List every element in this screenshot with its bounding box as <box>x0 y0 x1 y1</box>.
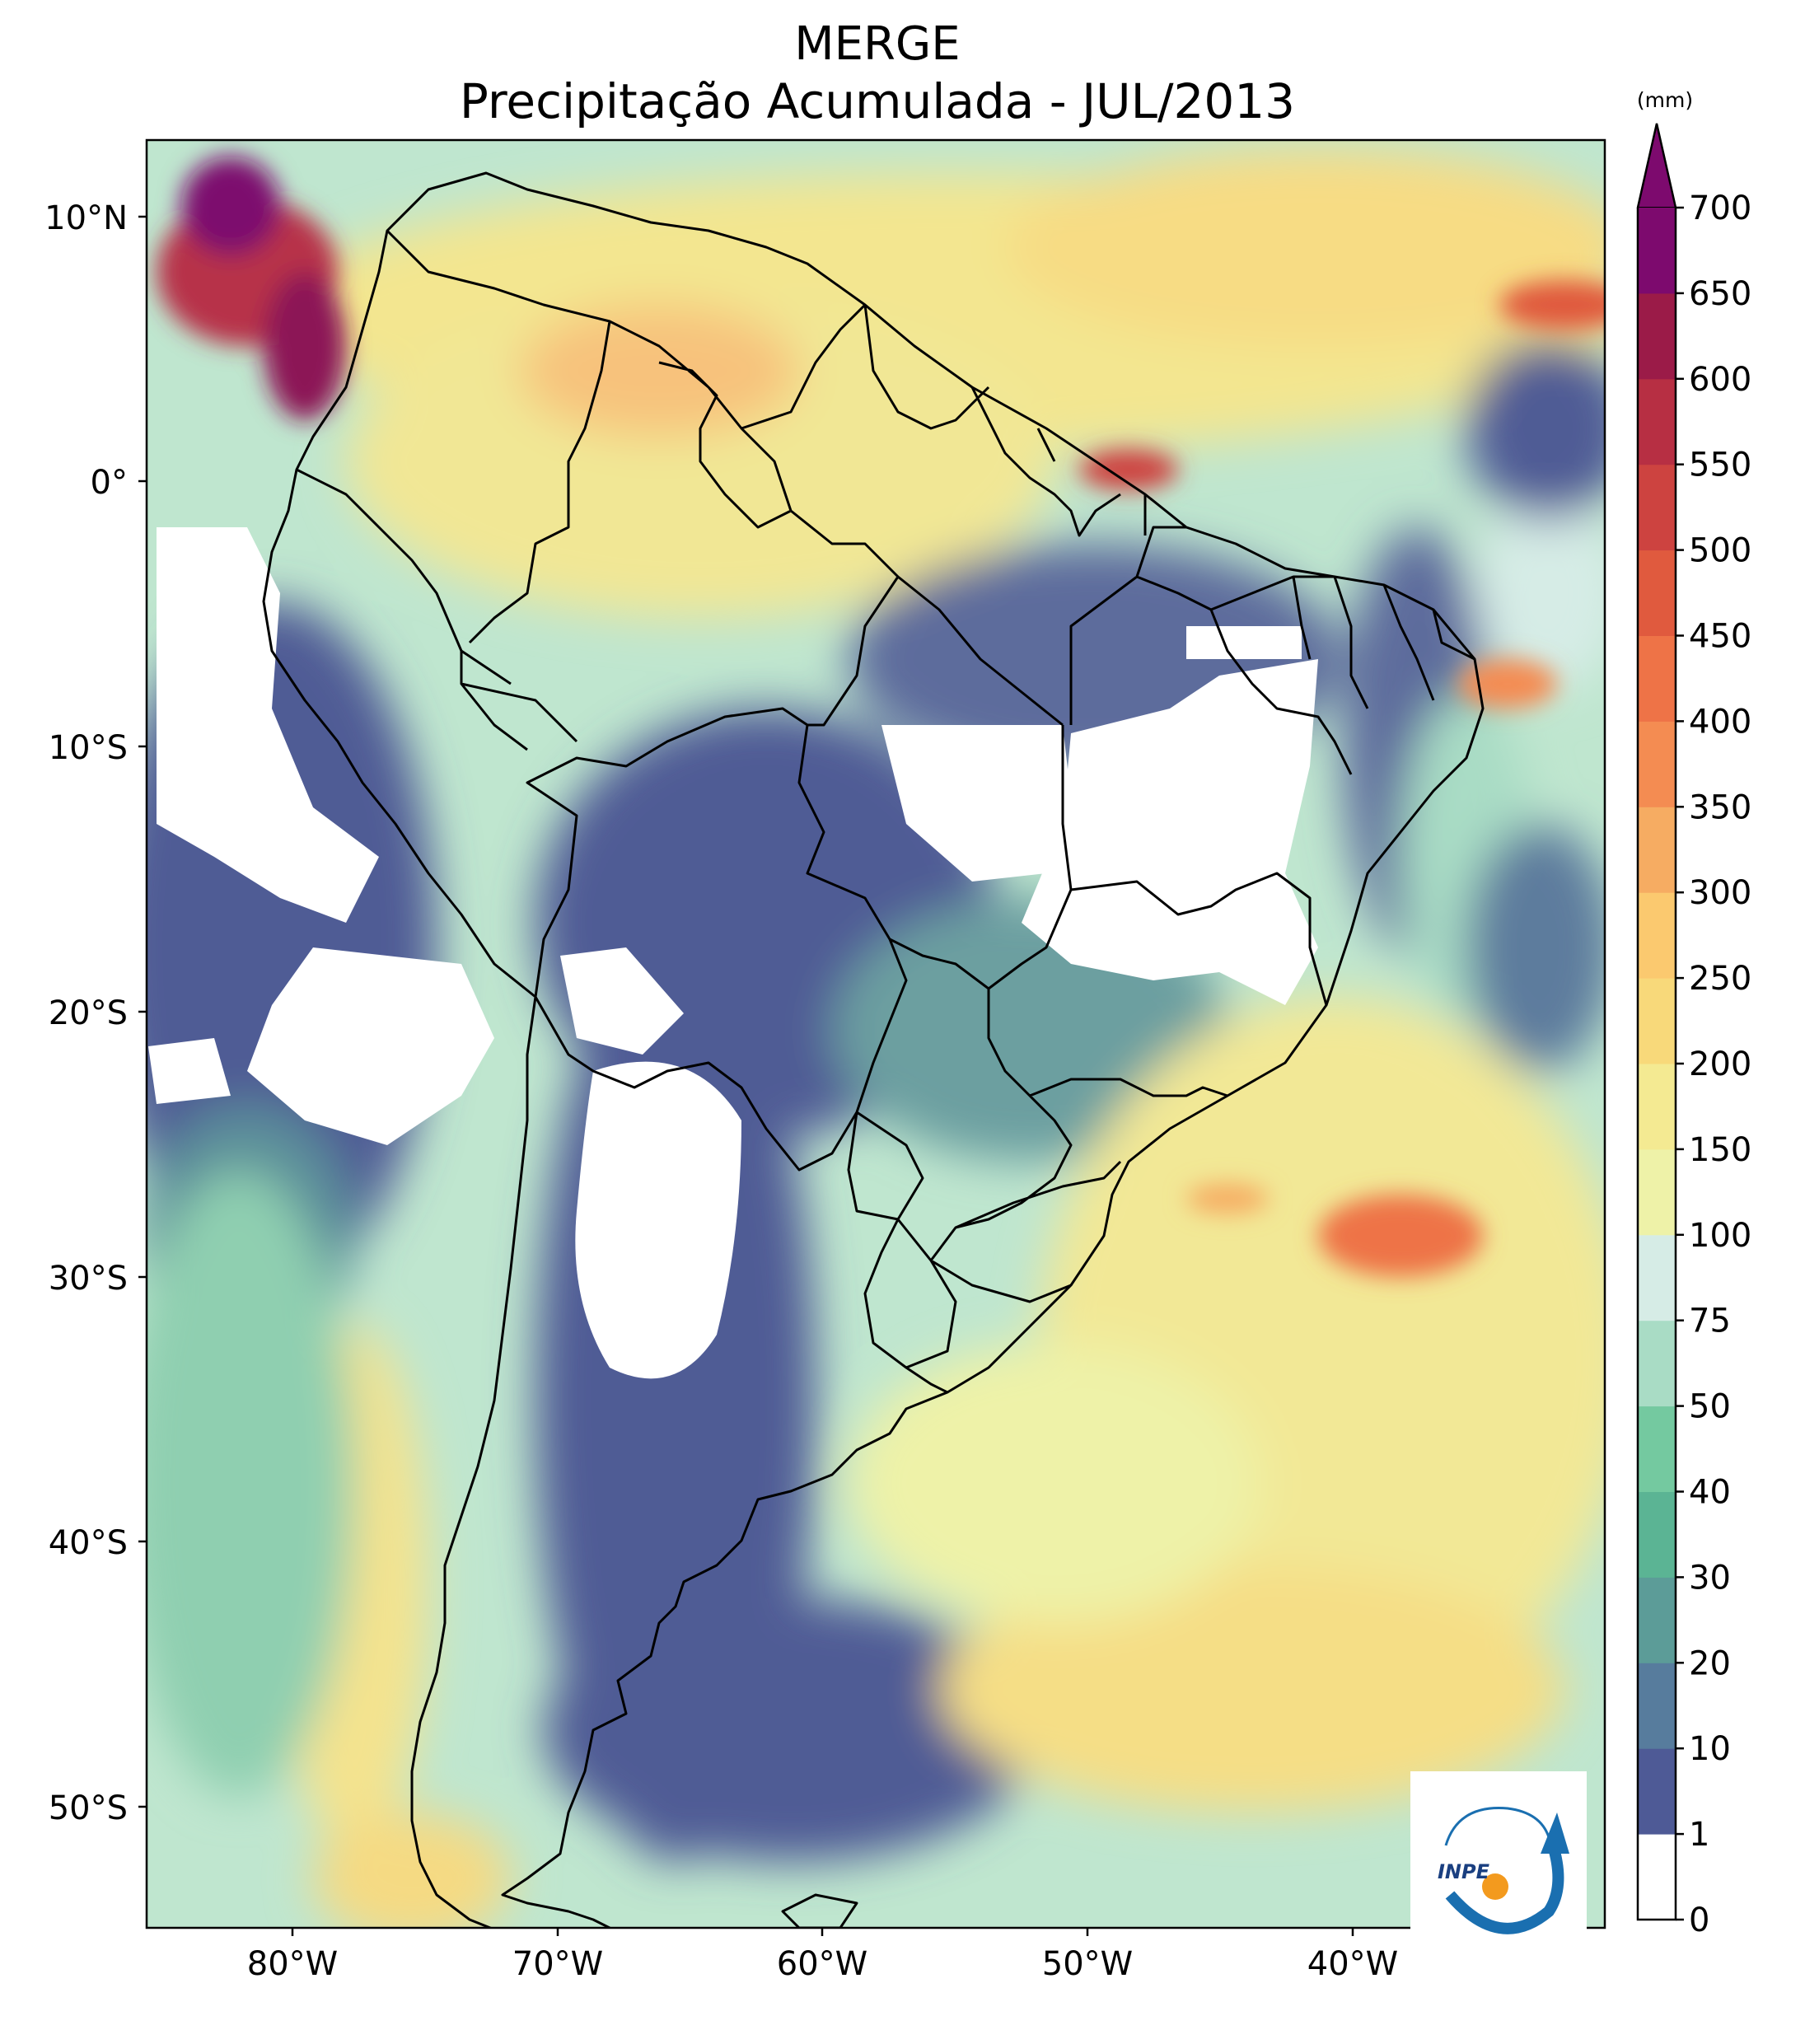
colorbar-tick-label: 40 <box>1689 1474 1731 1512</box>
inpe-logo: INPE <box>1410 1771 1587 1944</box>
colorbar-swatch <box>1638 1234 1676 1321</box>
inpe-logo-text: INPE <box>1438 1860 1490 1883</box>
colorbar-tick-label: 350 <box>1689 788 1751 826</box>
colorbar-unit: (mm) <box>1637 88 1693 112</box>
colorbar-tick-label: 250 <box>1689 960 1751 998</box>
precipitation-field <box>147 140 1605 1928</box>
colorbar-swatch <box>1638 208 1676 294</box>
colorbar-tick-label: 50 <box>1689 1388 1731 1426</box>
colorbar-tick-label: 700 <box>1689 189 1751 227</box>
lon-label-80W: 80°W <box>247 1945 338 1983</box>
map-title: MERGE <box>794 17 961 71</box>
colorbar-swatch <box>1638 550 1676 636</box>
colorbar-swatch <box>1638 378 1676 465</box>
colorbar-tick-label: 450 <box>1689 618 1751 656</box>
colorbar-frame <box>1636 123 1677 1921</box>
colorbar-tick-label: 550 <box>1689 447 1751 484</box>
colorbar-tick-label: 10 <box>1689 1730 1731 1768</box>
colorbar-swatch <box>1638 1748 1676 1835</box>
colorbar-tick-label: 650 <box>1689 275 1751 313</box>
colorbar-tick-label: 30 <box>1689 1559 1731 1597</box>
lon-label-50W: 50°W <box>1042 1945 1133 1983</box>
colorbar-swatch <box>1638 635 1676 722</box>
colorbar-swatch <box>1638 1320 1676 1407</box>
colorbar-swatch <box>1638 721 1676 807</box>
lon-ticks <box>291 1928 1354 1936</box>
colorbar-swatch <box>1638 978 1676 1064</box>
lat-label-20S: 20°S <box>49 994 128 1032</box>
island-falklands <box>781 1893 858 1928</box>
colorbar-tick-label: 20 <box>1689 1644 1731 1682</box>
lon-label-70W: 70°W <box>512 1945 603 1983</box>
colorbar: 0 1 10 20 30 40 50 75 100 150 200 250 300 350 400 450 50… <box>1636 123 1751 1939</box>
colorbar-tick-label: 0 <box>1689 1901 1709 1939</box>
colorbar-swatch <box>1638 892 1676 979</box>
colorbar-extend-arrow <box>1636 123 1677 208</box>
lat-label-10S: 10°S <box>49 729 128 767</box>
colorbar-tick-label: 150 <box>1689 1131 1751 1169</box>
colorbar-swatch <box>1638 1834 1676 1920</box>
lon-label-60W: 60°W <box>777 1945 867 1983</box>
lat-label-0: 0° <box>91 464 128 502</box>
colorbar-tick-label: 100 <box>1689 1217 1751 1255</box>
lon-tick-labels: 80°W 70°W 60°W 50°W 40°W <box>247 1945 1398 1983</box>
lat-label-10N: 10°N <box>44 199 128 237</box>
colorbar-swatch <box>1638 1406 1676 1492</box>
borders <box>262 171 1485 1928</box>
country-borders <box>296 229 1475 1394</box>
colorbar-tick-label: 1 <box>1689 1816 1709 1854</box>
colorbar-swatch <box>1638 1491 1676 1578</box>
colorbar-swatch <box>1638 807 1676 893</box>
map-subtitle: Precipitação Acumulada - JUL/2013 <box>459 73 1296 129</box>
lat-ticks <box>138 215 147 1808</box>
colorbar-swatch <box>1638 1148 1676 1236</box>
plot-frame <box>145 138 1606 1929</box>
dry-areas <box>148 527 1318 1379</box>
colorbar-tick-label: 400 <box>1689 703 1751 741</box>
colorbar-swatch <box>1638 1663 1676 1749</box>
colorbar-swatch <box>1638 1064 1676 1150</box>
lon-label-40W: 40°W <box>1307 1945 1398 1983</box>
lat-tick-labels: 10°N 0° 10°S 20°S 30°S 40°S 50°S <box>44 199 128 1827</box>
colorbar-swatch <box>1638 292 1676 380</box>
colorbar-swatch <box>1638 1577 1676 1663</box>
lat-label-40S: 40°S <box>49 1524 128 1562</box>
colorbar-tick-label: 500 <box>1689 532 1751 570</box>
colorbar-tick-label: 300 <box>1689 874 1751 912</box>
lat-label-50S: 50°S <box>49 1789 128 1827</box>
colorbar-tick-label: 75 <box>1689 1303 1731 1340</box>
lat-label-30S: 30°S <box>49 1260 128 1298</box>
continent-coastline <box>262 171 1485 1928</box>
colorbar-tick-label: 200 <box>1689 1045 1751 1083</box>
colorbar-swatch <box>1638 464 1676 551</box>
colorbar-tick-label: 600 <box>1689 361 1751 399</box>
